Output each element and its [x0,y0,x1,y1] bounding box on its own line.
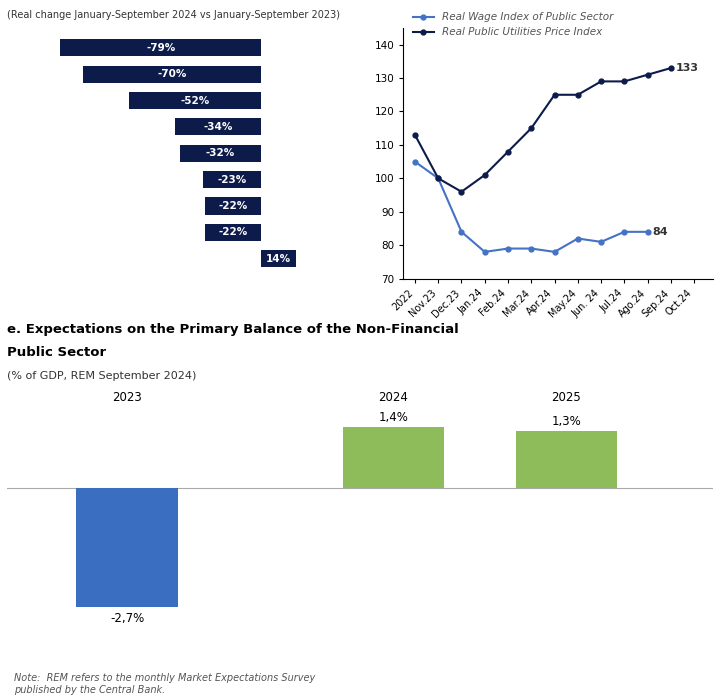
Text: -79%: -79% [146,43,175,53]
Bar [202,171,261,188]
Text: (% of GDP, REM September 2024): (% of GDP, REM September 2024) [7,371,197,381]
Bar [516,431,617,488]
Text: 2023: 2023 [112,391,142,403]
Bar [60,39,261,57]
Text: -32%: -32% [206,148,235,158]
Text: 1,4%: 1,4% [378,411,408,424]
Text: e. Expectations on the Primary Balance of the Non-Financial: e. Expectations on the Primary Balance o… [7,323,459,336]
Bar [76,488,178,607]
Text: 2024: 2024 [378,391,408,403]
Bar [129,92,261,109]
Bar [343,426,444,488]
Text: -70%: -70% [158,69,186,80]
Text: 2025: 2025 [552,391,581,403]
Legend: Real Wage Index of Public Sector, Real Public Utilities Price Index: Real Wage Index of Public Sector, Real P… [408,8,618,42]
Bar [261,250,297,267]
Bar [84,66,261,83]
Bar [205,224,261,241]
Text: Public Sector: Public Sector [7,346,107,359]
Text: 1,3%: 1,3% [552,415,581,429]
Text: (Real change January-September 2024 vs January-September 2023): (Real change January-September 2024 vs J… [7,10,340,20]
Bar [175,119,261,135]
Text: -23%: -23% [217,174,246,185]
Bar [180,144,261,162]
Text: 84: 84 [652,227,668,237]
Text: -22%: -22% [218,228,248,237]
Text: -52%: -52% [180,96,210,105]
Text: 133: 133 [675,63,698,73]
Text: 14%: 14% [266,253,291,264]
Text: -34%: -34% [203,122,233,132]
Text: -22%: -22% [218,201,248,211]
Text: Note:  REM refers to the monthly Market Expectations Survey
published by the Cen: Note: REM refers to the monthly Market E… [14,673,315,695]
Bar [205,198,261,214]
Text: -2,7%: -2,7% [110,612,144,625]
